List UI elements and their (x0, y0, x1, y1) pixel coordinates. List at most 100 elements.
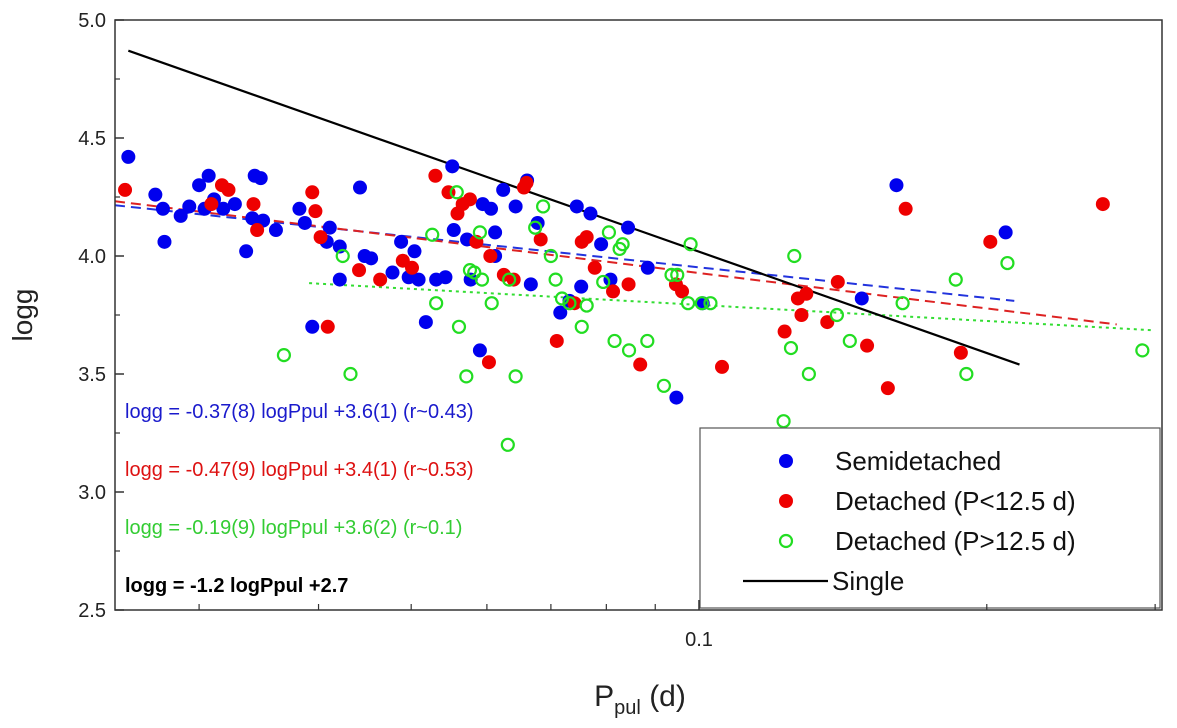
detached-p-12-5-d-point (860, 338, 875, 353)
detached-p-12-5-d-point (959, 366, 974, 382)
detached-p-12-5-d-point (820, 315, 835, 330)
detached-p-12-5-d-point (1095, 197, 1110, 212)
data-points (118, 149, 1150, 452)
detached-p-12-5-d-point (1135, 343, 1150, 358)
semidetached-point (157, 234, 172, 249)
detached-p-12-5-d-point (621, 277, 636, 292)
semidetached-point (523, 277, 538, 292)
detached-p-12-5-d-point (656, 378, 672, 393)
semidetached-point (192, 178, 207, 193)
detached-p-12-5-d-point (352, 263, 367, 278)
detached-p-12-5-d-point (783, 340, 799, 356)
legend: Semidetached Detached (P<12.5 d) Detached … (699, 427, 1161, 609)
semidetached-point (216, 201, 231, 216)
semidetached-point (292, 201, 307, 216)
semidetached-point (201, 168, 216, 183)
detached-p-12-5-d-point (895, 296, 910, 311)
detached-p-12-5-d-point (474, 272, 490, 287)
detached-p-12-5-d-point (308, 204, 323, 219)
detached-p-12-5-d-point (250, 223, 265, 238)
semidetached-point (332, 272, 347, 287)
detached-p-12-5-d-point (500, 437, 515, 452)
semidetached-point (854, 291, 869, 306)
detached-p-12-5-d-point (562, 296, 577, 311)
detached-p-12-5-d-point (607, 333, 622, 349)
detached-p-12-5-d-point (675, 284, 690, 299)
detached-p-12-5-d-point (680, 296, 696, 311)
y-tick-label: 4.0 (78, 246, 106, 268)
detached-p-12-5-d-point (596, 274, 611, 290)
detached-p-12-5-d-point (305, 185, 320, 200)
semidetached-point (569, 199, 584, 214)
semidetached-point (173, 208, 188, 223)
detached-p-12-5-d-point (118, 182, 133, 197)
detached-p-12-5-d-point (451, 319, 467, 334)
semidetached-point (352, 180, 367, 195)
semidetached-point (182, 199, 197, 214)
detached-p-12-5-d-point (953, 345, 968, 360)
semidetached-point (998, 225, 1013, 240)
semidetached-point (496, 182, 511, 197)
detached-p-12-5-d-point (694, 296, 709, 311)
detached-p-12-5-d-point (777, 324, 792, 339)
y-tick-label: 3.5 (78, 364, 106, 386)
semidetached-point (488, 225, 503, 240)
detached-p-12-5-d-point (483, 249, 498, 263)
semidetached-point (418, 315, 433, 330)
legend-detached-p-12-5-d-label: Detached (P>12.5 d) (835, 526, 1076, 556)
equation-1: logg = -0.37(8) logPpul +3.6(1) (r~0.43) (125, 401, 474, 423)
semidetached-point (227, 197, 242, 212)
detached-p-12-5-d-point (574, 319, 589, 334)
semidetached-point (411, 272, 426, 287)
detached-p-12-5-d-point (948, 272, 963, 287)
detached-p-12-5-d-point (373, 272, 388, 287)
semidetached-point (574, 279, 589, 294)
equation-3: logg = -0.19(9) logPpul +3.6(2) (r~0.1) (125, 517, 462, 539)
detached-p-12-5-d-point (983, 234, 998, 249)
semidetached-point (640, 260, 655, 275)
axes: 2.5 3.0 3.5 4.0 4.5 5.0 0.1 Ppul (d) logg (7, 10, 1163, 719)
detached-p-12-5-d-point (640, 333, 655, 349)
detached-p-12-5-d-point (633, 357, 648, 372)
detached-p-12-5-d-point (459, 369, 474, 384)
detached-p-12-5-d-fit-line (309, 282, 1155, 332)
semidetached-point (253, 171, 268, 186)
semidetached-point (621, 220, 636, 235)
semidetached-point (484, 201, 499, 216)
detached-p-12-5-d-point (601, 225, 617, 240)
semidetached-point (445, 159, 460, 174)
detached-p-12-5-d-point (528, 220, 543, 235)
semidetached-point (385, 265, 400, 280)
detached-p-12-5-d-point (428, 168, 443, 183)
detached-p-12-5-d-point (703, 296, 718, 311)
detached-p-12-5-d-point (533, 232, 548, 247)
y-tick-label: 2.5 (78, 600, 106, 622)
detached-p-12-5-d-point (519, 175, 534, 190)
detached-p-12-5-d-point (221, 182, 236, 197)
detached-p-12-5-d-point (462, 192, 477, 207)
detached-p-12-5-d-point (776, 414, 791, 429)
detached-p-12-5-d-point (794, 308, 809, 322)
detached-p-12-5-d-point (664, 267, 679, 282)
fit-lines (114, 49, 1155, 366)
detached-p-12-5-d-point (425, 227, 440, 242)
legend-detached-p-12-5-d-label: Detached (P<12.5 d) (835, 486, 1076, 516)
detached-p-12-5-d-point (508, 369, 523, 384)
legend-detached-p-12-5-d-marker (779, 494, 793, 508)
legend-detached-p-12-5-d-marker (778, 533, 794, 549)
detached-p-12-5-d-point (481, 355, 496, 370)
detached-p-12-5-d-point (335, 248, 350, 264)
detached-p-12-5-d-point (276, 348, 292, 363)
semidetached-point (305, 319, 320, 334)
detached-p-12-5-d-point (606, 284, 621, 299)
detached-p-12-5-d-point (405, 260, 420, 275)
detached-p-12-5-d-point (715, 359, 730, 374)
detached-p-12-5-d-point (484, 296, 499, 311)
semidetached-point (603, 272, 618, 287)
semidetached-point (245, 211, 260, 226)
detached-p-12-5-d-point (898, 201, 913, 216)
semidetached-point (322, 220, 337, 235)
semidetached-point (446, 223, 461, 238)
detached-p-12-5-d-point (621, 343, 637, 358)
